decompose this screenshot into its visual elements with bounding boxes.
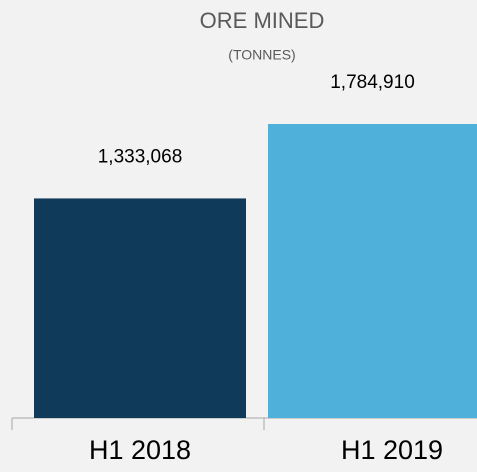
bar <box>268 124 477 418</box>
x-tick-label: H1 2018 <box>89 435 191 465</box>
bar <box>34 198 246 418</box>
chart-subtitle: (TONNES) <box>228 47 295 63</box>
data-label: 1,333,068 <box>98 146 183 167</box>
data-label: 1,784,910 <box>330 72 415 93</box>
chart-title: ORE MINED <box>200 8 325 33</box>
x-tick-label: H1 2019 <box>341 435 443 465</box>
